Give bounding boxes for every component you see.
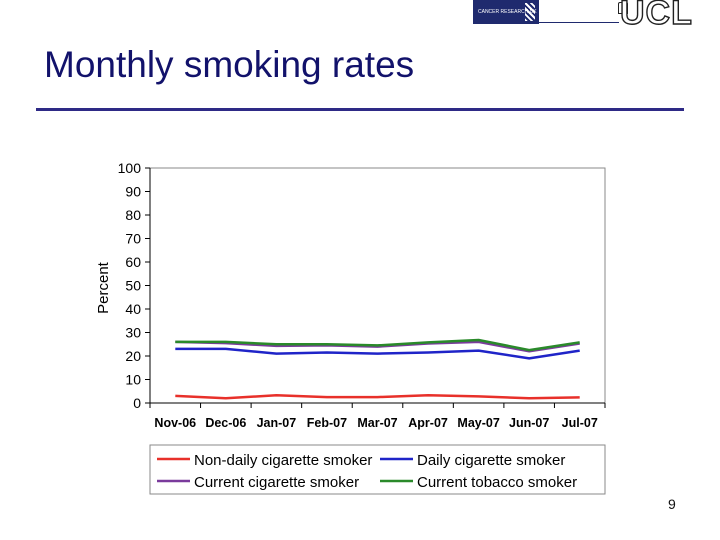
x-tick-label: Jan-07	[257, 416, 297, 430]
x-axis-ticks: Nov-06 Dec-06 Jan-07 Feb-07 Mar-07 Apr-07 May-…	[149, 403, 606, 430]
cancer-research-uk-logo: CANCER RESEARCH UK	[473, 0, 539, 24]
x-tick-label: Dec-06	[205, 416, 246, 430]
series-line-1	[175, 347, 580, 360]
legend-label: Current tobacco smoker	[417, 474, 577, 491]
series-line-0	[175, 393, 580, 400]
y-tick-label: 40	[125, 301, 141, 317]
x-tick-label: Nov-06	[154, 416, 196, 430]
series-lines	[175, 338, 580, 400]
y-tick-label: 100	[118, 160, 142, 176]
series-line-3	[175, 338, 580, 352]
x-tick-label: Mar-07	[357, 416, 397, 430]
cancer-research-uk-logo-text: CANCER RESEARCH UK	[478, 9, 537, 15]
plot-area	[149, 167, 606, 404]
legend-label: Current cigarette smoker	[194, 474, 359, 491]
y-tick-label: 80	[125, 207, 141, 223]
x-tick-label: May-07	[457, 416, 499, 430]
y-tick-label: 10	[125, 372, 141, 388]
y-tick-label: 20	[125, 348, 141, 364]
x-tick-label: Jun-07	[509, 416, 549, 430]
y-tick-label: 0	[133, 395, 141, 411]
x-tick-label: Apr-07	[408, 416, 448, 430]
slide-title: Monthly smoking rates	[44, 44, 415, 85]
logo-underline	[539, 22, 619, 23]
cancer-research-dots-icon	[525, 3, 535, 21]
legend: Non-daily cigarette smoker Daily cigarett…	[157, 452, 577, 491]
y-tick-label: 60	[125, 254, 141, 270]
y-tick-label: 90	[125, 184, 141, 200]
y-tick-label: 50	[125, 278, 141, 294]
y-tick-label: 30	[125, 325, 141, 341]
legend-box	[149, 444, 606, 495]
ucl-logo: UCL	[619, 0, 693, 33]
page-number: 9	[668, 496, 676, 512]
legend-label: Non-daily cigarette smoker	[194, 452, 372, 469]
x-tick-label: Feb-07	[307, 416, 347, 430]
legend-label: Daily cigarette smoker	[417, 452, 565, 469]
ucl-emblem-icon	[618, 2, 628, 14]
title-divider	[36, 108, 684, 111]
y-axis-ticks: 0 10 20 30 40 50 60 70 80 90 100	[118, 160, 150, 411]
x-tick-label: Jul-07	[562, 416, 598, 430]
y-tick-label: 70	[125, 231, 141, 247]
y-axis-label: Percent	[95, 261, 112, 314]
